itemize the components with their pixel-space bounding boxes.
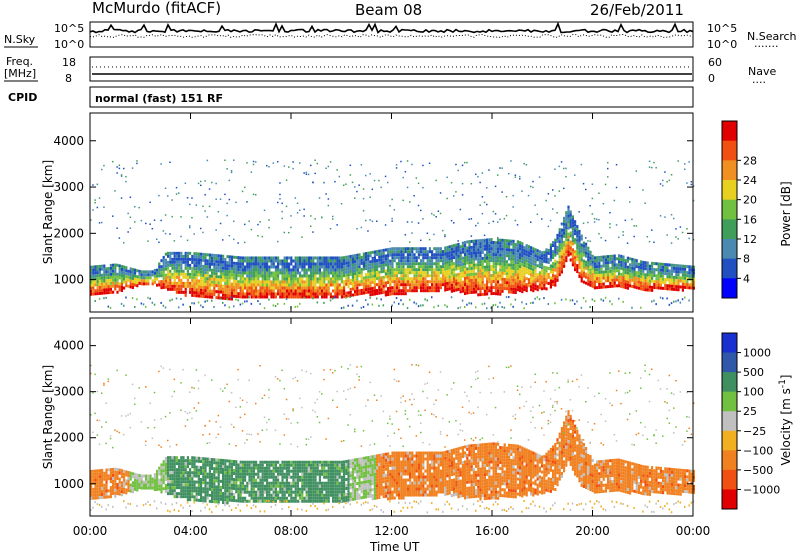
colorbar-tick-label: −25 bbox=[743, 425, 766, 438]
colorbar-cell bbox=[722, 450, 737, 471]
colorbar-tick-label: 4 bbox=[743, 272, 750, 285]
colorbar-tick-label: 16 bbox=[743, 213, 757, 226]
colorbar-cell bbox=[722, 160, 737, 181]
colorbar-cell bbox=[722, 352, 737, 373]
noise-tick-right-top: 10^5 bbox=[707, 22, 737, 35]
x-tick-label: 04:00 bbox=[173, 524, 208, 538]
noise-tick-left-bottom: 10^0 bbox=[54, 38, 84, 51]
freq-label-line1: Freq. bbox=[6, 55, 33, 68]
power-heatmap-panel: 1000 2000 3000 4000 Slant Range [km] bbox=[41, 112, 695, 313]
x-tick-label: 08:00 bbox=[274, 524, 309, 538]
station-title: McMurdo (fitACF) bbox=[92, 0, 221, 17]
nsearch-label: N.Search bbox=[747, 30, 797, 43]
cpid-label: CPID bbox=[8, 91, 37, 104]
colorbar-cell bbox=[722, 199, 737, 220]
nave-tick-bottom: 0 bbox=[708, 72, 715, 85]
colorbar-cell bbox=[722, 372, 737, 393]
colorbar-cell bbox=[722, 430, 737, 451]
velocity-ylabel: Slant Range [km] bbox=[41, 365, 55, 469]
cpid-panel: CPID normal (fast) 151 RF bbox=[8, 86, 694, 108]
colorbar-cell bbox=[722, 219, 737, 240]
x-tick-label: 00:00 bbox=[73, 524, 108, 538]
colorbar-tick-label: 24 bbox=[743, 174, 757, 187]
colorbar-tick-label: 8 bbox=[743, 253, 750, 266]
power-colorbar: 4 8 12 16 20 24 28 Power [dB] bbox=[721, 120, 793, 299]
nave-dots: ···· bbox=[752, 76, 766, 89]
time-axis: 00:00 04:00 08:00 12:00 16:00 20:00 00:00 bbox=[73, 113, 711, 538]
noise-sky-trace bbox=[89, 21, 694, 34]
freq-tick-top: 18 bbox=[62, 56, 76, 69]
velocity-heatmap-panel: 1000 2000 3000 4000 Slant Range [km] bbox=[41, 317, 695, 517]
colorbar-tick-label: 25 bbox=[743, 405, 757, 418]
y-tick-label: 1000 bbox=[53, 273, 84, 287]
colorbar-tick-label: 500 bbox=[743, 366, 764, 379]
colorbar-tick-label: 100 bbox=[743, 386, 764, 399]
x-tick-label: 20:00 bbox=[575, 524, 610, 538]
colorbar-tick-label: −1000 bbox=[743, 483, 780, 496]
colorbar-cell bbox=[722, 239, 737, 260]
colorbar-tick-label: 1000 bbox=[743, 347, 771, 360]
colorbar-cell bbox=[722, 469, 737, 490]
y-tick-label: 2000 bbox=[53, 226, 84, 240]
y-tick-label: 4000 bbox=[53, 339, 84, 353]
y-tick-label: 3000 bbox=[53, 180, 84, 194]
colorbar-cell bbox=[722, 258, 737, 279]
velocity-colorbar: −1000 −500 −100 −25 25 100 500 1000 Velocity [m… bbox=[721, 332, 793, 510]
colorbar-cell bbox=[722, 180, 737, 201]
colorbar-cell bbox=[722, 411, 737, 432]
colorbar-cell bbox=[722, 391, 737, 412]
colorbar-tick-label: 28 bbox=[743, 154, 757, 167]
colorbar-tick-label: −500 bbox=[743, 464, 773, 477]
colorbar-cell bbox=[722, 121, 737, 142]
noise-tick-right-bottom: 10^0 bbox=[707, 38, 737, 51]
velocity-colorbar-label: Velocity [m s-1] bbox=[778, 375, 793, 466]
colorbar-cell bbox=[722, 140, 737, 161]
freq-strip-panel: Freq. [MHz] 18 8 60 0 Nave ···· bbox=[4, 55, 776, 89]
colorbar-tick-label: 20 bbox=[743, 194, 757, 207]
date-title: 26/Feb/2011 bbox=[590, 1, 684, 19]
x-tick-label: 12:00 bbox=[374, 524, 409, 538]
nsky-label: N.Sky bbox=[4, 33, 36, 46]
colorbar-tick-label: 12 bbox=[743, 233, 757, 246]
freq-label-line2: [MHz] bbox=[4, 67, 36, 80]
power-colorbar-label: Power [dB] bbox=[779, 181, 793, 246]
colorbar-cell bbox=[722, 278, 737, 299]
colorbar-tick-label: −100 bbox=[743, 444, 773, 457]
cpid-text: normal (fast) 151 RF bbox=[95, 92, 223, 105]
y-tick-label: 3000 bbox=[53, 385, 84, 399]
y-tick-label: 1000 bbox=[53, 477, 84, 491]
nave-label: Nave bbox=[748, 65, 776, 78]
freq-tick-bottom: 8 bbox=[65, 72, 72, 85]
colorbar-cell bbox=[722, 489, 737, 510]
noise-tick-left-top: 10^5 bbox=[54, 22, 84, 35]
x-tick-label: 16:00 bbox=[475, 524, 510, 538]
beam-title: Beam 08 bbox=[355, 1, 422, 19]
colorbar-cell bbox=[722, 333, 737, 354]
noise-search-trace bbox=[89, 33, 694, 39]
time-axis-label: Time UT bbox=[369, 540, 420, 554]
x-tick-label: 00:00 bbox=[676, 524, 711, 538]
power-ylabel: Slant Range [km] bbox=[41, 160, 55, 264]
nsearch-dots: ······· bbox=[754, 40, 778, 53]
power-echo-data bbox=[90, 159, 695, 310]
nave-tick-top: 60 bbox=[708, 56, 722, 69]
noise-strip-panel: N.Sky N.Search ······· 10^5 10^0 10^5 10… bbox=[4, 21, 797, 53]
y-tick-label: 4000 bbox=[53, 134, 84, 148]
velocity-echo-data bbox=[90, 364, 695, 514]
y-tick-label: 2000 bbox=[53, 431, 84, 445]
